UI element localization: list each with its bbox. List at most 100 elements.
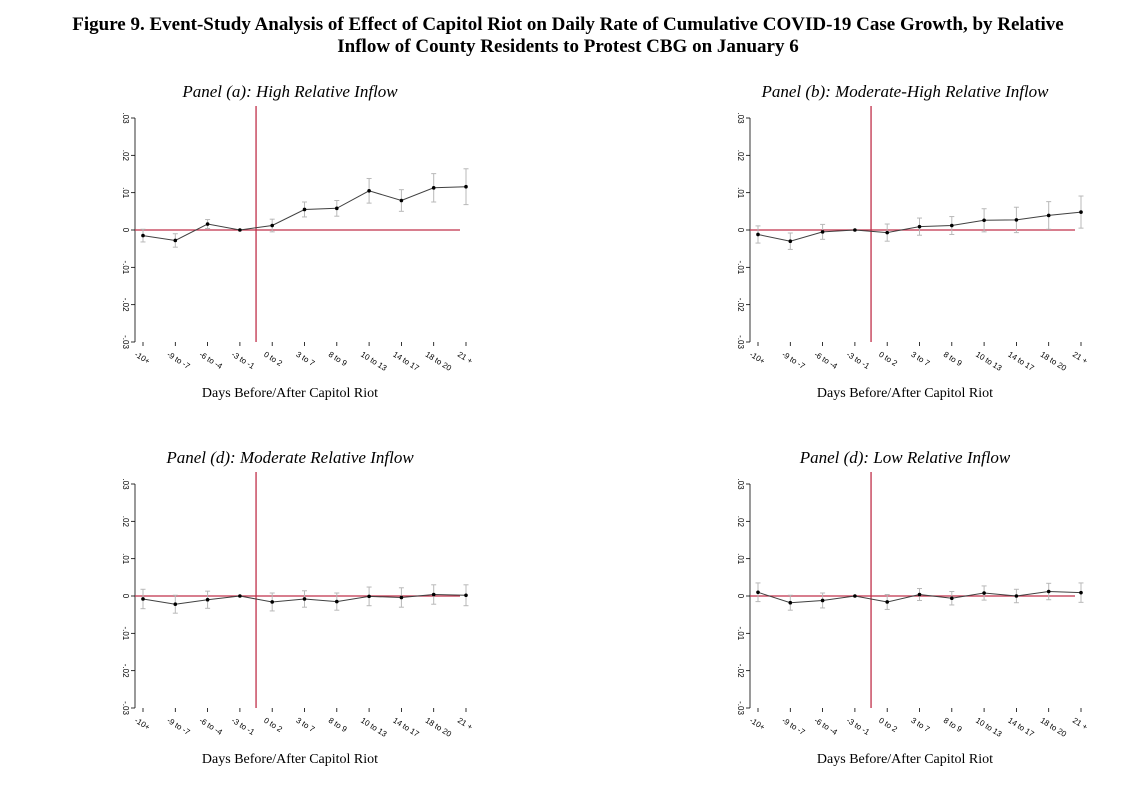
x-tick-label: -3 to -1 — [845, 350, 872, 371]
panel-title: Panel (d): Moderate Relative Inflow — [166, 448, 414, 467]
y-tick-label: -.01 — [121, 626, 130, 640]
data-point — [917, 592, 922, 597]
x-tick-label: -10+ — [748, 716, 767, 732]
data-point — [399, 595, 404, 600]
y-tick-label: -.03 — [736, 701, 745, 715]
y-tick-label: 0 — [736, 594, 745, 599]
data-point — [238, 594, 242, 598]
data-point — [205, 222, 210, 226]
figure-title: Figure 9. Event-Study Analysis of Effect… — [0, 14, 1136, 58]
x-tick-label: 8 to 9 — [327, 716, 349, 735]
panel-a: Panel (a): High Relative Inflow .03.02.0… — [105, 82, 505, 412]
x-tick-label: 10 to 13 — [359, 350, 389, 373]
data-point — [335, 206, 339, 211]
data-point — [270, 600, 274, 604]
y-tick-label: .01 — [736, 553, 745, 565]
x-tick-label: 21 + — [456, 716, 474, 732]
x-tick-label: 14 to 17 — [1006, 716, 1036, 739]
x-tick-label: 3 to 7 — [909, 716, 931, 735]
data-point — [950, 223, 954, 228]
data-point — [367, 594, 371, 599]
y-tick-label: -.02 — [121, 664, 130, 678]
data-point — [464, 593, 468, 598]
x-tick-label: -3 to -1 — [230, 350, 257, 371]
data-point — [335, 599, 339, 604]
x-tick-label: -9 to -7 — [780, 350, 807, 371]
x-tick-label: -9 to -7 — [165, 350, 192, 371]
x-tick-label: -6 to -4 — [813, 350, 840, 371]
data-point — [982, 591, 986, 595]
x-tick-label: 3 to 7 — [909, 350, 931, 369]
panel-b: Panel (b): Moderate-High Relative Inflow… — [720, 82, 1120, 412]
y-tick-label: .02 — [121, 150, 130, 162]
data-point — [756, 590, 760, 595]
chart-panel-d: .03 .02 .01 0 -.01 -.02 -.03-10+ -9 to -7 -6 to … — [736, 472, 1089, 739]
y-tick-label: .03 — [736, 112, 745, 124]
x-tick-label: 3 to 7 — [294, 716, 316, 735]
x-tick-label: 18 to 20 — [424, 350, 454, 373]
y-tick-label: -.02 — [121, 298, 130, 312]
panel-title: Panel (a): High Relative Inflow — [182, 82, 398, 101]
x-tick-label: -9 to -7 — [780, 716, 807, 737]
data-point — [173, 602, 178, 607]
panel-c: Panel (d): Moderate Relative Inflow .03.… — [105, 448, 505, 778]
x-tick-label: -6 to -4 — [198, 716, 225, 737]
panel-d: Panel (d): Low Relative Inflow .03 .02 .01… — [720, 448, 1120, 778]
y-tick-label: .01 — [736, 187, 745, 199]
y-tick-label: .02 — [736, 150, 745, 162]
data-point — [431, 186, 436, 190]
chart-panel-b: .03 .02 .01 0 -.01 -.02 -.03-10+ -9 to -7 -6 to … — [736, 106, 1089, 373]
x-tick-label: 18 to 20 — [424, 716, 454, 739]
x-tick-label: -6 to -4 — [813, 716, 840, 737]
y-tick-label: -.01 — [736, 260, 745, 274]
x-tick-label: 18 to 20 — [1039, 716, 1069, 739]
x-tick-label: 0 to 2 — [877, 716, 899, 735]
data-point — [399, 198, 404, 203]
figure-title-line-1: Figure 9. Event-Study Analysis of Effect… — [72, 14, 1064, 35]
y-tick-label: .03 — [121, 112, 130, 124]
y-tick-label: .01 — [121, 553, 130, 565]
x-tick-label: 10 to 13 — [974, 716, 1004, 739]
x-axis-label: Days Before/After Capitol Riot — [816, 752, 994, 767]
y-tick-label: 0 — [736, 228, 745, 233]
chart-panel-c: .03 .02 .01 0 -.01 -.02 -.03-10+ -9 to -7 -6 to … — [121, 472, 474, 739]
x-axis-label: Days Before/After Capitol Riot — [816, 386, 994, 401]
data-point — [302, 597, 307, 601]
x-tick-label: -3 to -1 — [845, 716, 872, 737]
data-point — [1046, 589, 1051, 594]
x-tick-label: 21 + — [456, 350, 474, 366]
x-axis-label: Days Before/After Capitol Riot — [201, 752, 379, 767]
x-axis-label: Days Before/After Capitol Riot — [201, 386, 379, 401]
y-tick-label: 0 — [121, 228, 130, 233]
x-tick-label: -3 to -1 — [230, 716, 257, 737]
x-tick-label: -10+ — [748, 350, 767, 366]
data-point — [853, 228, 857, 232]
x-tick-label: 14 to 17 — [391, 716, 421, 739]
y-tick-label: .02 — [121, 516, 130, 528]
x-tick-label: -6 to -4 — [198, 350, 225, 371]
y-tick-label: .03 — [121, 478, 130, 490]
x-tick-label: 8 to 9 — [942, 350, 964, 369]
data-point — [950, 596, 954, 601]
data-point — [853, 594, 857, 598]
x-tick-label: 0 to 2 — [877, 350, 899, 369]
data-point — [464, 184, 468, 189]
data-point — [1079, 210, 1083, 214]
data-point — [885, 600, 889, 604]
x-tick-label: 21 + — [1071, 350, 1089, 366]
x-tick-label: 18 to 20 — [1039, 350, 1069, 373]
data-point — [173, 238, 178, 243]
data-point — [756, 232, 760, 237]
y-tick-label: -.03 — [736, 335, 745, 349]
x-tick-label: 10 to 13 — [974, 350, 1004, 373]
chart-panel-a: .03 .02 .01 0 -.01 -.02 -.03-10+ -9 to -7 -6 to … — [121, 106, 474, 373]
y-tick-label: -.03 — [121, 335, 130, 349]
data-point — [302, 207, 307, 212]
y-tick-label: -.02 — [736, 664, 745, 678]
x-tick-label: -9 to -7 — [165, 716, 192, 737]
data-point — [367, 189, 371, 193]
x-tick-label: 10 to 13 — [359, 716, 389, 739]
x-tick-label: 8 to 9 — [942, 716, 964, 735]
x-tick-label: 3 to 7 — [294, 350, 316, 369]
data-point — [431, 592, 436, 597]
